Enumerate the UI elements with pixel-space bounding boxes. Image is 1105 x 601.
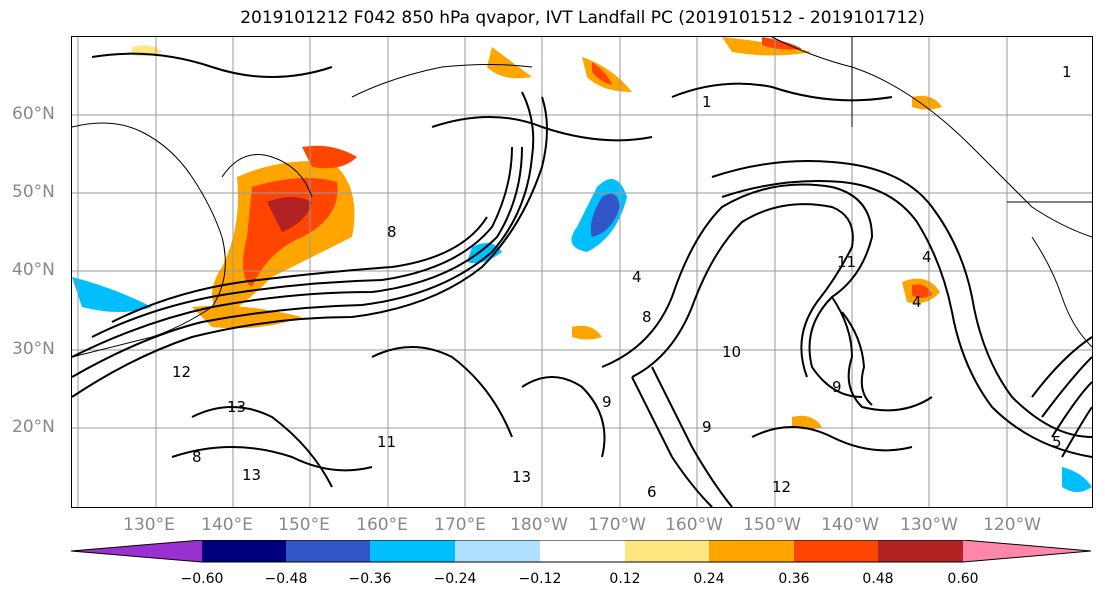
- contour-label: 11: [837, 253, 856, 271]
- contour-label: 9: [602, 393, 612, 411]
- lon-label: 150°E: [278, 515, 330, 535]
- coastlines: [72, 37, 1092, 358]
- colorbar-segment: [963, 540, 1091, 562]
- contour-label: 13: [242, 466, 261, 484]
- lat-label: 20°N: [12, 417, 55, 437]
- colorbar-tick: −0.48: [264, 571, 308, 587]
- colorbar-segment: [625, 540, 709, 562]
- gridlines: [72, 37, 1092, 507]
- contour-label: 12: [172, 363, 191, 381]
- colorbar-tick: 0.12: [609, 571, 641, 587]
- colorbar-tick: −0.12: [518, 571, 562, 587]
- contour-label: 13: [512, 468, 531, 486]
- contour-labels: 13 13 12 11 11 9 9 8 8 4 4 5 1 1 6 10 9 …: [172, 63, 1072, 501]
- lat-label: 30°N: [12, 339, 55, 359]
- colorbar-tick: 0.36: [778, 571, 810, 587]
- contour-label: 8: [642, 308, 652, 326]
- lat-label: 60°N: [12, 104, 55, 124]
- lon-label: 170°E: [434, 515, 486, 535]
- contour-label: 8: [387, 223, 397, 241]
- colorbar-segment: [794, 540, 878, 562]
- lon-label: 160°W: [665, 515, 723, 535]
- lon-label: 130°W: [900, 515, 958, 535]
- contour-label: 4: [922, 248, 932, 266]
- shaded-field: [72, 37, 1092, 492]
- contour-label: 9: [702, 418, 712, 436]
- colorbar-tick: −0.36: [348, 571, 392, 587]
- colorbar-outline: [70, 539, 1092, 563]
- map-panel: 13 13 12 11 11 9 9 8 8 4 4 5 1 1 6 10 9 …: [71, 36, 1093, 508]
- map-title: 2019101212 F042 850 hPa qvapor, IVT Land…: [240, 8, 925, 28]
- contour-label: 4: [632, 268, 642, 286]
- map-svg: 13 13 12 11 11 9 9 8 8 4 4 5 1 1 6 10 9 …: [72, 37, 1092, 507]
- colorbar-tick: −0.24: [433, 571, 477, 587]
- lon-label: 130°E: [123, 515, 175, 535]
- contour-label: 11: [377, 433, 396, 451]
- colorbar-tick: 0.24: [693, 571, 725, 587]
- contour-label: 9: [832, 378, 842, 396]
- colorbar-segment: [71, 540, 202, 562]
- lon-label: 180°W: [510, 515, 568, 535]
- contour-label: 8: [192, 448, 202, 466]
- colorbar: [70, 539, 1095, 568]
- colorbar-segment: [540, 540, 625, 562]
- colorbar-tick: 0.48: [862, 571, 894, 587]
- contour-label: 13: [227, 398, 246, 416]
- lon-label: 140°E: [201, 515, 253, 535]
- contour-label: 4: [912, 293, 922, 311]
- colorbar-segment: [286, 540, 370, 562]
- colorbar-segment: [202, 540, 286, 562]
- contour-label: 1: [1062, 63, 1072, 81]
- lon-label: 140°W: [821, 515, 879, 535]
- contour-label: 5: [1052, 433, 1062, 451]
- colorbar-tick: 0.60: [947, 571, 979, 587]
- lon-label: 120°W: [983, 515, 1041, 535]
- lat-label: 40°N: [12, 260, 55, 280]
- colorbar-segment: [370, 540, 455, 562]
- contour-label: 1: [702, 93, 712, 111]
- lon-label: 160°E: [356, 515, 408, 535]
- colorbar-segment: [878, 540, 963, 562]
- lat-label: 50°N: [12, 182, 55, 202]
- colorbar-tick: −0.60: [180, 571, 224, 587]
- lon-label: 150°W: [743, 515, 801, 535]
- ivt-contours: [72, 52, 1092, 507]
- colorbar-segment: [709, 540, 794, 562]
- contour-label: 10: [722, 343, 741, 361]
- lon-label: 170°W: [588, 515, 646, 535]
- contour-label: 6: [647, 483, 657, 501]
- colorbar-svg: [70, 539, 1092, 563]
- colorbar-segment: [455, 540, 540, 562]
- contour-label: 12: [772, 478, 791, 496]
